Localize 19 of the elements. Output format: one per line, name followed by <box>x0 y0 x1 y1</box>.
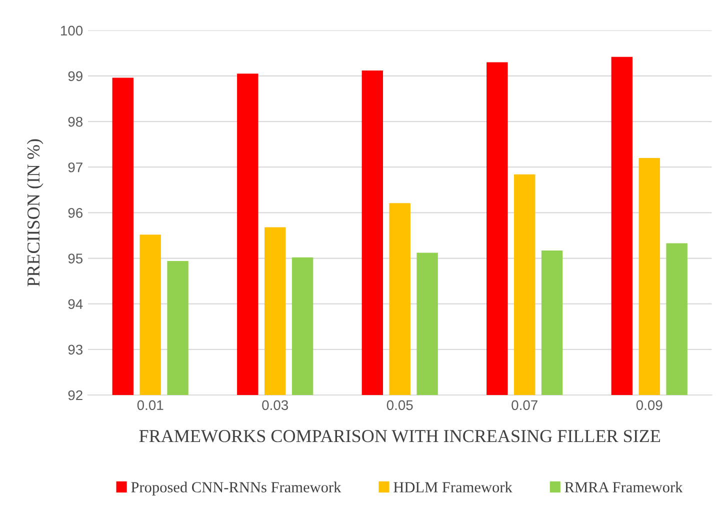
y-tick-label: 98 <box>68 116 83 127</box>
y-tick-label: 96 <box>68 208 82 218</box>
y-tick-label: 92 <box>68 390 82 400</box>
x-tick-label: 0.07 <box>512 400 538 410</box>
x-axis-title: FRAMEWORKS COMPARISON WITH INCREASING FILLER SIZE <box>139 430 660 442</box>
y-tick-label: 94 <box>68 299 83 310</box>
y-tick-label: 95 <box>68 254 83 264</box>
legend-label: RMRA Framework <box>564 482 683 492</box>
x-tick-label: 0.09 <box>636 400 662 410</box>
y-axis-title: PRECIISON (IN %) <box>26 139 44 286</box>
x-tick-label: 0.03 <box>262 400 288 410</box>
x-tick-label: 0.05 <box>386 400 413 410</box>
y-tick-label: 93 <box>68 344 82 355</box>
x-tick-label: 0.01 <box>137 400 164 410</box>
legend-label: HDLM Framework <box>394 482 512 492</box>
legend-label: Proposed CNN-RNNs Framework <box>131 482 342 496</box>
y-tick-label: 99 <box>68 71 82 82</box>
y-tick-label: 97 <box>68 162 82 172</box>
y-tick-label: 100 <box>60 26 83 36</box>
